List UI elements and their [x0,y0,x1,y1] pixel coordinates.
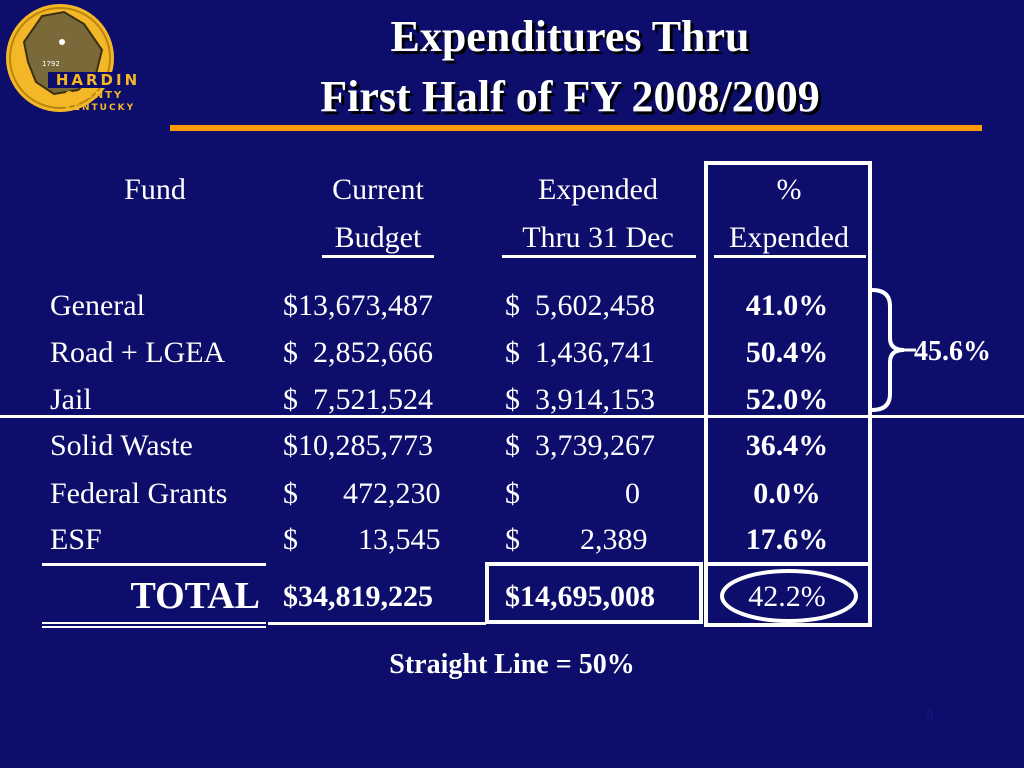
row-esf-pct: 17.6% [745,523,829,556]
row-general-pct: 41.0% [745,289,829,322]
title-divider [170,125,982,131]
row-general-fund: General [50,289,145,322]
row-jail-budget: $ 7,521,524 [283,383,433,416]
total-double-rule-fund-1 [42,622,266,624]
header-expended-line2: Thru 31 Dec [522,221,674,254]
row-esf-fund: ESF [50,523,102,556]
pct-column-box [704,161,872,627]
logo-year: 1792 [42,60,60,68]
header-pct-underline [714,255,866,258]
header-pct-line1: % [776,173,802,206]
row-solid-waste-budget: $10,285,773 [283,429,433,462]
row-general-expended: $ 5,602,458 [505,289,655,322]
pct-total-top-rule [704,562,872,566]
logo-line1: HARDIN [56,71,140,89]
total-double-rule-fund-2 [42,626,266,628]
total-budget: $34,819,225 [283,580,433,613]
header-pct-line2: Expended [729,221,849,254]
row-jail-pct: 52.0% [745,383,829,416]
row-road-budget: $ 2,852,666 [283,336,433,369]
total-pct-circle [720,569,858,623]
header-budget-underline [322,255,434,258]
total-expended: $14,695,008 [505,580,655,613]
hardin-county-logo: 1792 HARDIN COUNTY KENTUCKY [6,4,148,113]
row-jail-expended: $ 3,914,153 [505,383,655,416]
group-divider [0,415,1024,418]
total-label: TOTAL [130,575,260,617]
row-general-budget: $13,673,487 [283,289,433,322]
logo-line2: COUNTY [65,90,123,101]
total-rule-fund [42,563,266,566]
row-solid-waste-fund: Solid Waste [50,429,193,462]
row-esf-expended: $ 2,389 [505,523,648,556]
row-esf-budget: $ 13,545 [283,523,441,556]
group-pct-label: 45.6% [914,336,991,367]
total-pct: 42.2% [748,580,826,613]
header-budget-line2: Budget [334,221,422,254]
header-expended-line1: Expended [538,173,658,206]
page-title-line2: First Half of FY 2008/2009 [320,72,820,121]
row-road-pct: 50.4% [745,336,829,369]
header-budget-line1: Current [332,173,424,206]
page-title-line1: Expenditures Thru [390,12,750,61]
row-federal-grants-budget: $ 472,230 [283,477,441,510]
logo-line3: KENTUCKY [65,103,135,113]
row-road-expended: $ 1,436,741 [505,336,655,369]
row-federal-grants-expended: $ 0 [505,477,640,510]
total-expended-box [485,562,703,624]
row-solid-waste-expended: $ 3,739,267 [505,429,655,462]
header-fund: Fund [124,173,186,206]
row-jail-fund: Jail [50,383,92,416]
row-federal-grants-fund: Federal Grants [50,477,228,510]
row-federal-grants-pct: 0.0% [753,477,821,510]
row-road-fund: Road + LGEA [50,336,226,369]
total-rule-budget [268,622,486,625]
straight-line-note: Straight Line = 50% [389,649,635,680]
header-expended-underline [502,255,696,258]
group-brace [871,288,916,412]
page-number: 8 [926,708,934,723]
row-solid-waste-pct: 36.4% [745,429,829,462]
